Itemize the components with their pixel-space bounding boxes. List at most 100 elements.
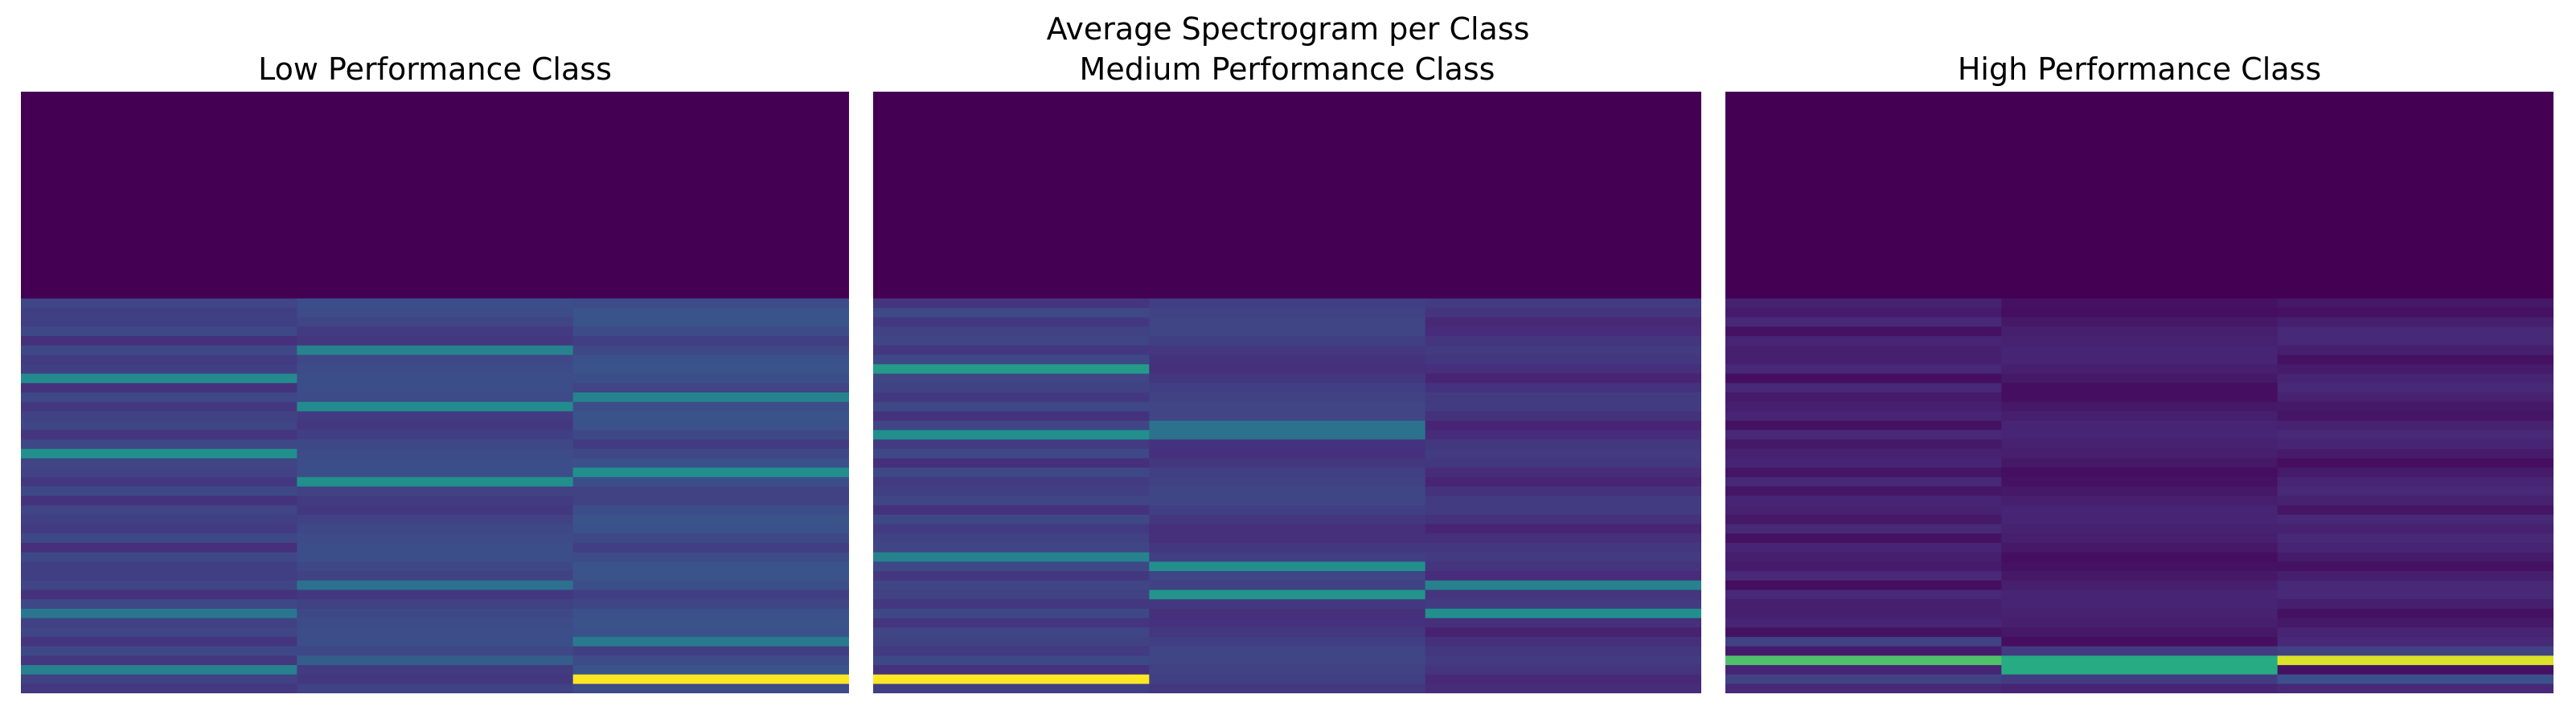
heatmap-cell-p2-c1-r28 — [2001, 355, 2279, 365]
heatmap-cell-p1-c2-r17 — [1425, 251, 1701, 261]
heatmap-cell-p0-c1-r5 — [297, 138, 574, 149]
heatmap-cell-p0-c0-r22 — [21, 298, 297, 309]
heatmap-cell-p2-c1-r38 — [2001, 449, 2279, 459]
heatmap-cell-p2-c2-r3 — [2277, 120, 2553, 130]
heatmap-cell-p0-c0-r14 — [21, 223, 297, 233]
heatmap-cell-p1-c0-r43 — [873, 495, 1150, 506]
heatmap-cell-p2-c0-r3 — [1725, 120, 2002, 130]
heatmap-cell-p2-c2-r13 — [2277, 213, 2553, 224]
heatmap-cell-p0-c1-r12 — [297, 204, 574, 215]
heatmap-cell-p2-c2-r0 — [2277, 92, 2553, 102]
heatmap-cell-p0-c1-r23 — [297, 307, 574, 318]
heatmap-cell-p0-c1-r53 — [297, 590, 574, 600]
heatmap-cell-p1-c1-r58 — [1149, 636, 1426, 647]
heatmap-cell-p2-c0-r5 — [1725, 138, 2002, 149]
heatmap-cell-p1-c2-r4 — [1425, 129, 1701, 139]
heatmap-cell-p1-c2-r28 — [1425, 355, 1701, 365]
heatmap-cell-p2-c2-r47 — [2277, 533, 2553, 544]
heatmap-cell-p1-c2-r31 — [1425, 383, 1701, 393]
heatmap-cell-p0-c1-r60 — [297, 655, 574, 666]
heatmap-cell-p1-c2-r22 — [1425, 298, 1701, 309]
heatmap-cell-p0-c0-r54 — [21, 599, 297, 610]
heatmap-cell-p0-c1-r39 — [297, 458, 574, 468]
heatmap-cell-p2-c0-r24 — [1725, 317, 2002, 327]
heatmap-cell-p1-c0-r63 — [873, 684, 1150, 693]
heatmap-cell-p2-c2-r40 — [2277, 467, 2553, 478]
heatmap-cell-p0-c1-r8 — [297, 166, 574, 177]
heatmap-cell-p1-c1-r9 — [1149, 176, 1426, 187]
heatmap-cell-p2-c1-r15 — [2001, 232, 2279, 243]
heatmap-cell-p0-c1-r6 — [297, 148, 574, 158]
heatmap-cell-p1-c0-r30 — [873, 373, 1150, 384]
heatmap-cell-p2-c0-r12 — [1725, 204, 2002, 215]
heatmap-cell-p2-c2-r18 — [2277, 261, 2553, 271]
heatmap-cell-p1-c2-r55 — [1425, 608, 1701, 618]
heatmap-cell-p1-c1-r33 — [1149, 401, 1426, 412]
heatmap-cell-p2-c0-r9 — [1725, 176, 2002, 187]
heatmap-cell-p0-c0-r16 — [21, 242, 297, 253]
heatmap-cell-p2-c1-r18 — [2001, 261, 2279, 271]
heatmap-cell-p0-c1-r21 — [297, 289, 574, 299]
heatmap-cell-p2-c0-r30 — [1725, 373, 2002, 384]
heatmap-cell-p1-c2-r18 — [1425, 261, 1701, 271]
heatmap-cell-p0-c2-r12 — [572, 204, 849, 215]
heatmap-cell-p1-c0-r62 — [873, 674, 1150, 684]
heatmap-cell-p0-c2-r62 — [572, 674, 849, 684]
heatmap-cell-p2-c0-r34 — [1725, 411, 2002, 421]
heatmap-cell-p0-c2-r23 — [572, 307, 849, 318]
heatmap-cell-p1-c2-r56 — [1425, 618, 1701, 628]
heatmap-cell-p0-c0-r10 — [21, 185, 297, 196]
heatmap-cell-p2-c1-r26 — [2001, 335, 2279, 347]
heatmap-cell-p1-c1-r47 — [1149, 533, 1426, 544]
heatmap-cell-p0-c0-r5 — [21, 138, 297, 149]
heatmap-cell-p2-c2-r32 — [2277, 392, 2553, 403]
heatmap-cell-p2-c0-r15 — [1725, 232, 2002, 243]
heatmap-cell-p1-c0-r14 — [873, 223, 1150, 233]
heatmap-cell-p1-c1-r59 — [1149, 646, 1426, 656]
heatmap-cell-p2-c2-r52 — [2277, 580, 2553, 590]
heatmap-cell-p2-c2-r26 — [2277, 335, 2553, 347]
heatmap-cell-p2-c0-r39 — [1725, 458, 2002, 468]
heatmap-cell-p0-c2-r15 — [572, 232, 849, 243]
heatmap-cell-p1-c0-r51 — [873, 571, 1150, 581]
heatmap-cell-p2-c2-r8 — [2277, 166, 2553, 177]
heatmap-cell-p2-c2-r63 — [2277, 684, 2553, 693]
heatmap-cell-p2-c1-r42 — [2001, 486, 2279, 497]
heatmap-cell-p0-c1-r10 — [297, 185, 574, 196]
heatmap-cell-p2-c0-r8 — [1725, 166, 2002, 177]
heatmap-cell-p2-c1-r13 — [2001, 213, 2279, 224]
heatmap-cell-p2-c2-r44 — [2277, 505, 2553, 516]
heatmap-cell-p2-c0-r13 — [1725, 213, 2002, 224]
heatmap-cell-p1-c0-r56 — [873, 618, 1150, 628]
heatmap-cell-p2-c2-r59 — [2277, 646, 2553, 656]
heatmap-cell-p1-c1-r28 — [1149, 355, 1426, 365]
heatmap-panel-high — [1725, 92, 2553, 693]
heatmap-cell-p0-c2-r11 — [572, 195, 849, 205]
heatmap-cell-p1-c2-r23 — [1425, 307, 1701, 318]
heatmap-cell-p2-c2-r2 — [2277, 110, 2553, 121]
heatmap-cell-p2-c1-r16 — [2001, 242, 2279, 253]
heatmap-cell-p2-c0-r51 — [1725, 571, 2002, 581]
heatmap-cell-p0-c2-r51 — [572, 571, 849, 581]
heatmap-cell-p2-c2-r58 — [2277, 636, 2553, 647]
heatmap-cell-p2-c2-r33 — [2277, 401, 2553, 412]
heatmap-cell-p0-c1-r56 — [297, 618, 574, 628]
heatmap-cell-p0-c0-r12 — [21, 204, 297, 215]
heatmap-cell-p2-c2-r50 — [2277, 561, 2553, 572]
heatmap-cell-p0-c0-r47 — [21, 533, 297, 544]
heatmap-cell-p0-c0-r20 — [21, 279, 297, 290]
heatmap-cell-p2-c2-r45 — [2277, 514, 2553, 525]
heatmap-cell-p1-c1-r21 — [1149, 289, 1426, 299]
heatmap-cell-p0-c2-r24 — [572, 317, 849, 327]
heatmap-cell-p1-c2-r54 — [1425, 599, 1701, 610]
heatmap-cell-p0-c2-r29 — [572, 364, 849, 375]
heatmap-cell-p0-c0-r8 — [21, 166, 297, 177]
heatmap-cell-p1-c2-r51 — [1425, 571, 1701, 581]
heatmap-cell-p2-c2-r57 — [2277, 627, 2553, 638]
heatmap-cell-p2-c2-r20 — [2277, 279, 2553, 290]
heatmap-cell-p2-c2-r1 — [2277, 101, 2553, 111]
heatmap-cell-p2-c1-r23 — [2001, 307, 2279, 318]
heatmap-cell-p2-c0-r48 — [1725, 543, 2002, 553]
heatmap-cell-p0-c2-r53 — [572, 590, 849, 600]
heatmap-cell-p0-c1-r33 — [297, 401, 574, 412]
